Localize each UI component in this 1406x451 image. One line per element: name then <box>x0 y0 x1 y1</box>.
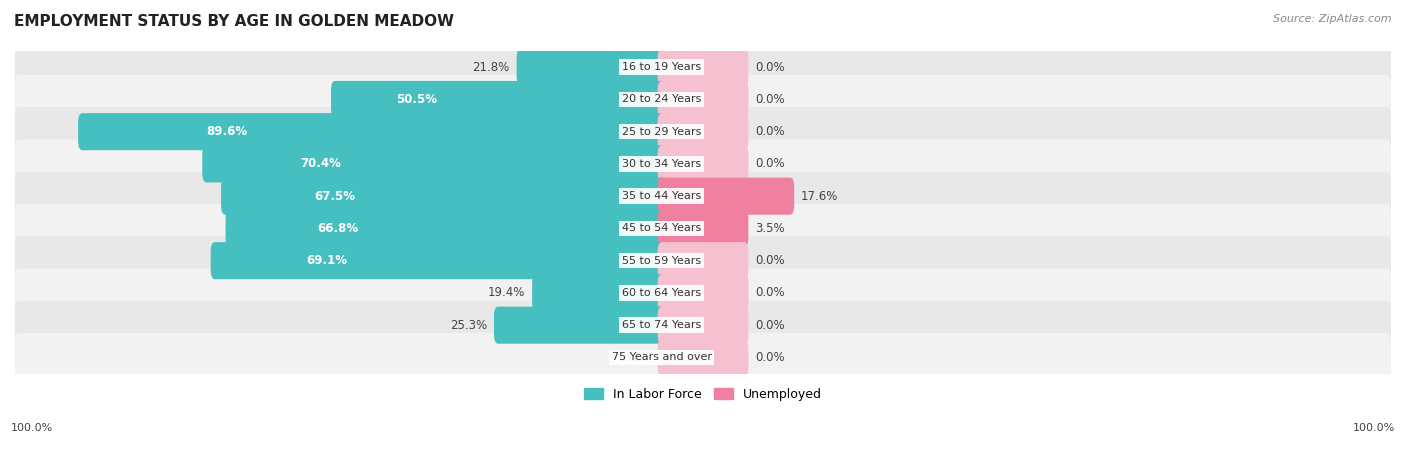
Text: 0.0%: 0.0% <box>619 351 648 364</box>
FancyBboxPatch shape <box>15 204 1391 253</box>
Text: 75 Years and over: 75 Years and over <box>612 352 711 363</box>
Text: 60 to 64 Years: 60 to 64 Years <box>623 288 702 298</box>
Text: 3.5%: 3.5% <box>755 222 785 235</box>
Text: 35 to 44 Years: 35 to 44 Years <box>621 191 702 201</box>
FancyBboxPatch shape <box>15 107 1391 156</box>
FancyBboxPatch shape <box>658 339 748 376</box>
Text: Source: ZipAtlas.com: Source: ZipAtlas.com <box>1274 14 1392 23</box>
FancyBboxPatch shape <box>658 242 748 279</box>
FancyBboxPatch shape <box>15 75 1391 124</box>
Text: 17.6%: 17.6% <box>801 190 838 202</box>
FancyBboxPatch shape <box>15 268 1391 318</box>
Text: 100.0%: 100.0% <box>11 423 53 433</box>
Text: 0.0%: 0.0% <box>755 157 785 170</box>
Text: 0.0%: 0.0% <box>755 286 785 299</box>
FancyBboxPatch shape <box>531 274 666 312</box>
FancyBboxPatch shape <box>658 307 748 344</box>
Text: 100.0%: 100.0% <box>1353 423 1395 433</box>
FancyBboxPatch shape <box>15 43 1391 92</box>
Text: 45 to 54 Years: 45 to 54 Years <box>621 223 702 234</box>
FancyBboxPatch shape <box>658 145 748 183</box>
FancyBboxPatch shape <box>658 178 794 215</box>
Text: 19.4%: 19.4% <box>488 286 526 299</box>
FancyBboxPatch shape <box>221 178 666 215</box>
Text: 0.0%: 0.0% <box>755 125 785 138</box>
Text: 25.3%: 25.3% <box>450 319 486 331</box>
FancyBboxPatch shape <box>202 145 666 183</box>
Legend: In Labor Force, Unemployed: In Labor Force, Unemployed <box>579 383 827 406</box>
FancyBboxPatch shape <box>15 172 1391 221</box>
Text: 30 to 34 Years: 30 to 34 Years <box>623 159 702 169</box>
FancyBboxPatch shape <box>658 210 748 247</box>
Text: 16 to 19 Years: 16 to 19 Years <box>623 62 702 72</box>
FancyBboxPatch shape <box>658 81 748 118</box>
Text: 0.0%: 0.0% <box>755 319 785 331</box>
FancyBboxPatch shape <box>516 49 666 86</box>
Text: 89.6%: 89.6% <box>207 125 247 138</box>
FancyBboxPatch shape <box>658 274 748 312</box>
Text: 0.0%: 0.0% <box>755 61 785 74</box>
FancyBboxPatch shape <box>658 113 748 150</box>
Text: 0.0%: 0.0% <box>755 93 785 106</box>
FancyBboxPatch shape <box>15 139 1391 189</box>
Text: 70.4%: 70.4% <box>299 157 340 170</box>
Text: EMPLOYMENT STATUS BY AGE IN GOLDEN MEADOW: EMPLOYMENT STATUS BY AGE IN GOLDEN MEADO… <box>14 14 454 28</box>
Text: 65 to 74 Years: 65 to 74 Years <box>621 320 702 330</box>
FancyBboxPatch shape <box>225 210 666 247</box>
FancyBboxPatch shape <box>494 307 666 344</box>
Text: 21.8%: 21.8% <box>472 61 510 74</box>
FancyBboxPatch shape <box>15 333 1391 382</box>
Text: 0.0%: 0.0% <box>755 351 785 364</box>
Text: 20 to 24 Years: 20 to 24 Years <box>621 94 702 105</box>
Text: 25 to 29 Years: 25 to 29 Years <box>621 127 702 137</box>
Text: 67.5%: 67.5% <box>314 190 354 202</box>
FancyBboxPatch shape <box>330 81 666 118</box>
FancyBboxPatch shape <box>79 113 666 150</box>
Text: 69.1%: 69.1% <box>307 254 347 267</box>
Text: 55 to 59 Years: 55 to 59 Years <box>623 256 702 266</box>
FancyBboxPatch shape <box>15 236 1391 285</box>
Text: 0.0%: 0.0% <box>755 254 785 267</box>
FancyBboxPatch shape <box>15 301 1391 350</box>
Text: 66.8%: 66.8% <box>318 222 359 235</box>
Text: 50.5%: 50.5% <box>396 93 437 106</box>
FancyBboxPatch shape <box>211 242 666 279</box>
FancyBboxPatch shape <box>658 49 748 86</box>
